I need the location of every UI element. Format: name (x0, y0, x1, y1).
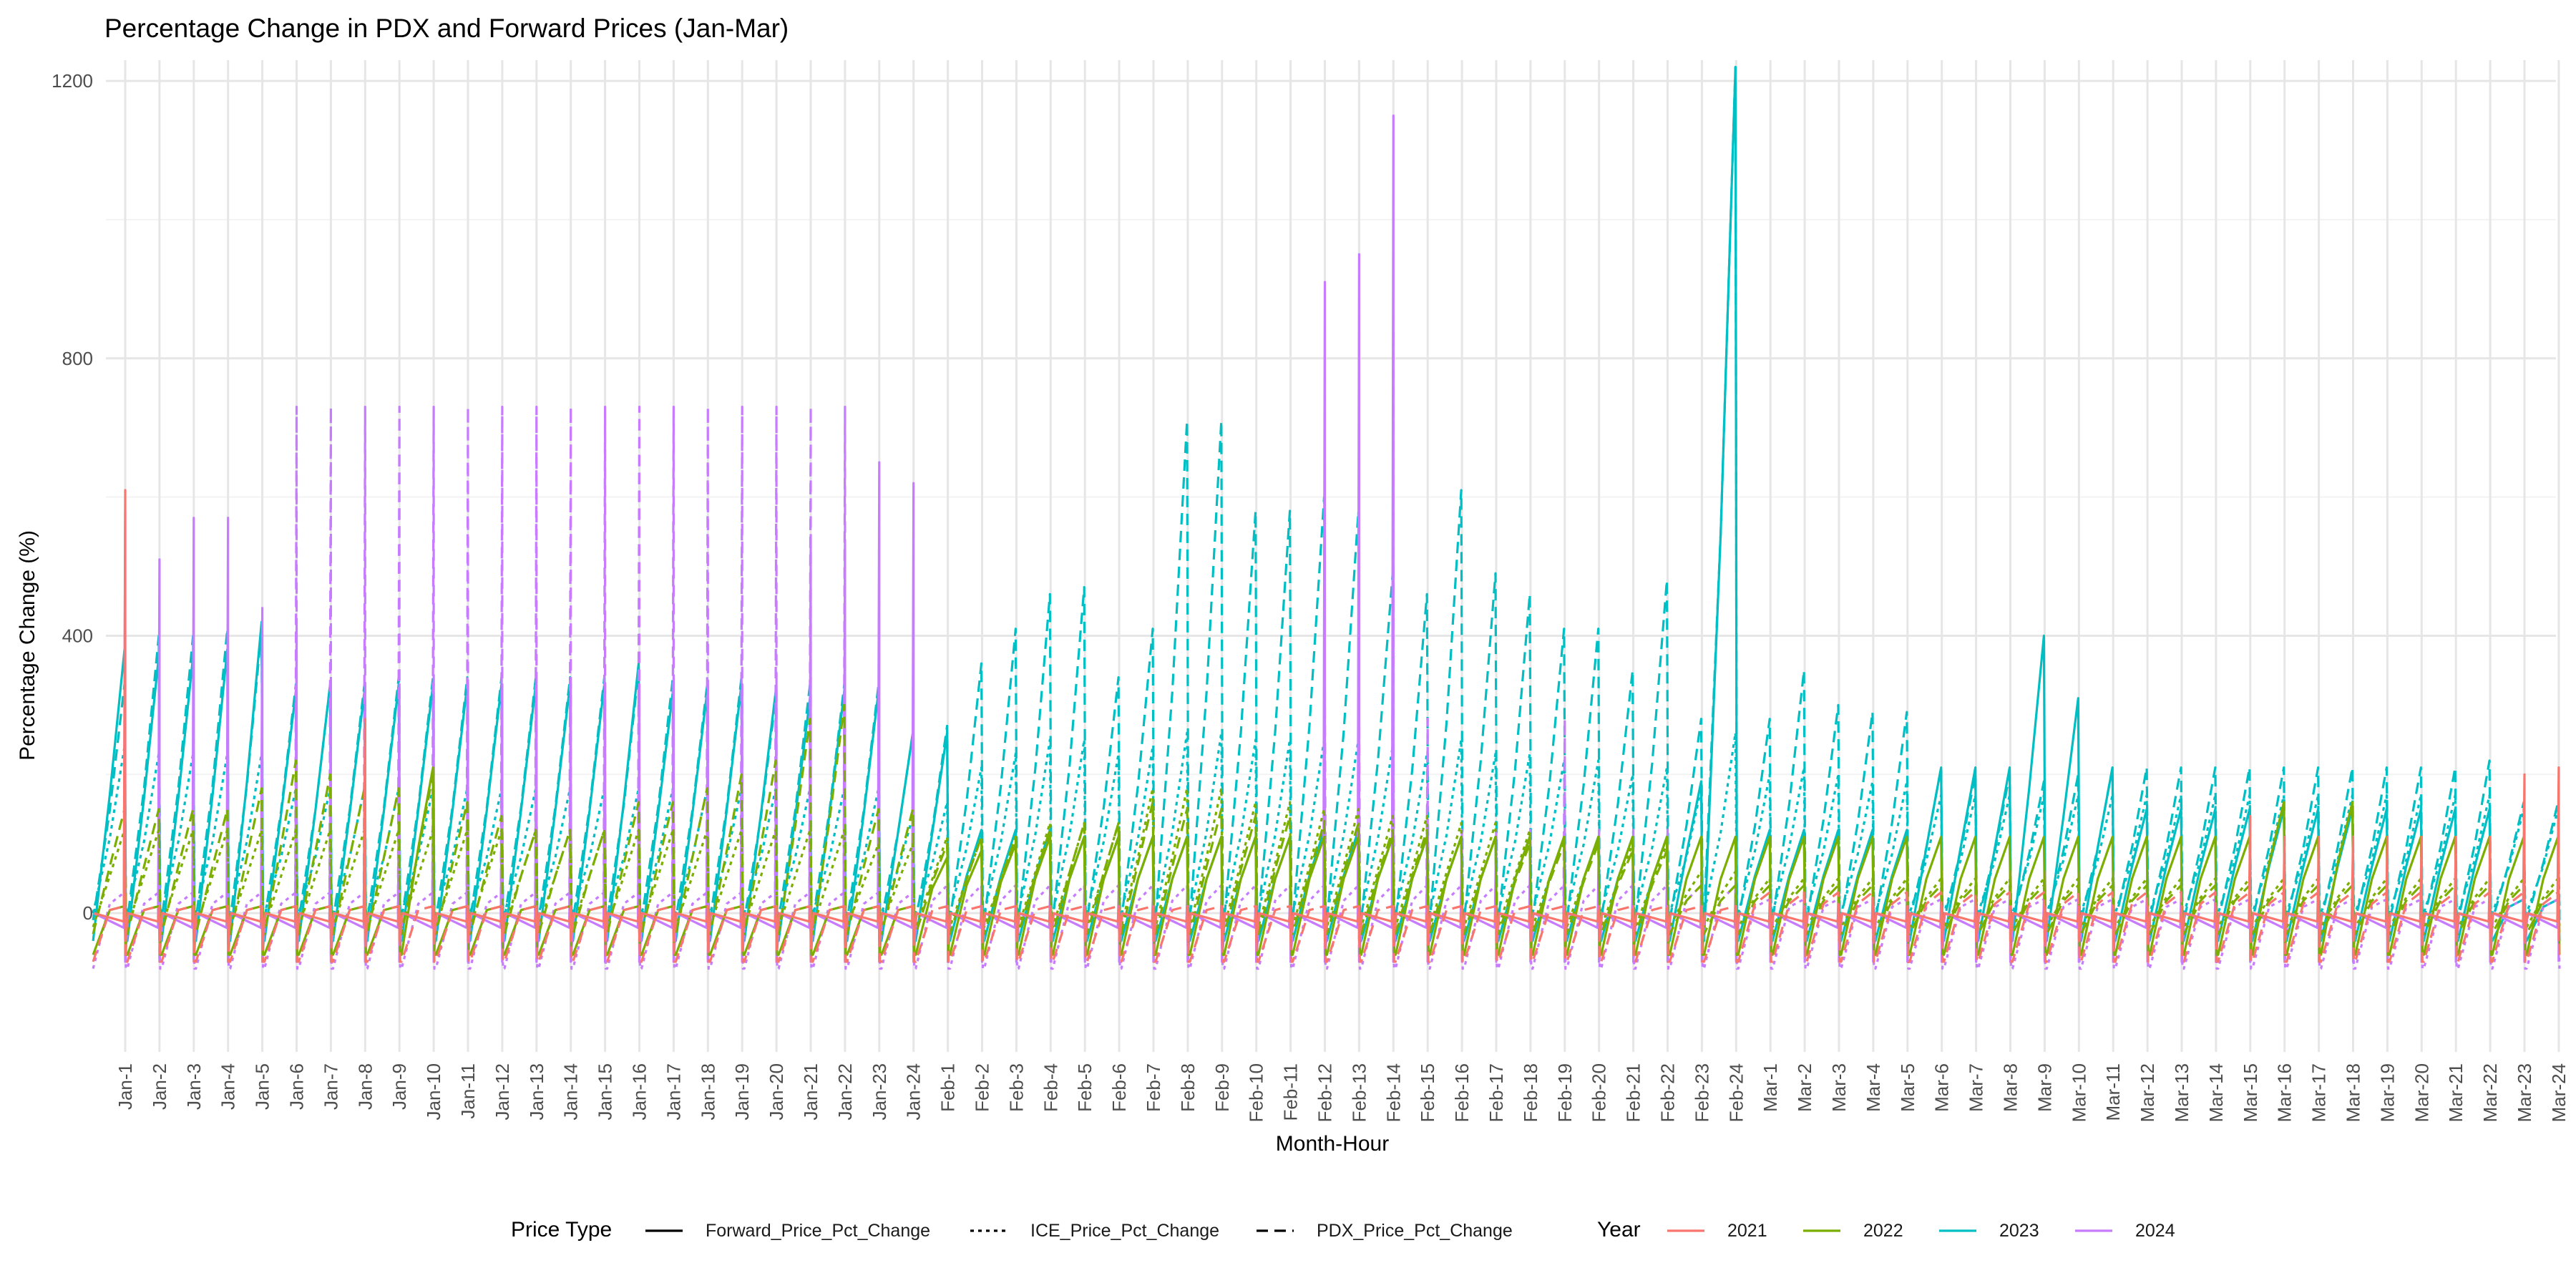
series-line-2024-ice-price-pct-change (92, 884, 2561, 970)
legend-year-label: 2023 (1999, 1221, 2039, 1241)
x-tick-label: Mar-24 (2548, 1063, 2570, 1122)
x-tick-label: Jan-6 (286, 1063, 308, 1110)
x-tick-label: Jan-4 (218, 1063, 239, 1110)
x-tick-label: Jan-8 (354, 1063, 376, 1110)
x-tick-label: Feb-18 (1520, 1063, 1541, 1122)
x-tick-label: Feb-4 (1040, 1063, 1061, 1112)
x-tick-label: Jan-22 (834, 1063, 856, 1121)
x-tick-label: Mar-3 (1828, 1063, 1850, 1112)
legend-price-type-title: Price Type (511, 1218, 612, 1241)
x-tick-label: Jan-3 (183, 1063, 205, 1110)
x-tick-label: Jan-2 (149, 1063, 170, 1110)
x-tick-label: Jan-16 (629, 1063, 650, 1121)
x-tick-label: Mar-5 (1897, 1063, 1918, 1112)
y-tick-label: 400 (62, 625, 93, 646)
x-tick-label: Feb-6 (1108, 1063, 1130, 1112)
y-tick-label: 1200 (52, 70, 93, 92)
chart-title: Percentage Change in PDX and Forward Pri… (104, 14, 789, 43)
legend-year-title: Year (1597, 1218, 1641, 1241)
x-tick-label: Jan-23 (869, 1063, 890, 1121)
x-tick-label: Mar-1 (1760, 1063, 1781, 1112)
x-tick-label: Jan-17 (663, 1063, 684, 1121)
x-tick-label: Jan-12 (492, 1063, 513, 1121)
legend-price-type-label: Forward_Price_Pct_Change (706, 1221, 930, 1241)
series-line-2021-pdx-price-pct-change (92, 891, 2561, 963)
x-tick-label: Jan-21 (800, 1063, 821, 1121)
x-tick-label: Mar-9 (2034, 1063, 2055, 1112)
x-tick-label: Mar-10 (2068, 1063, 2089, 1122)
x-tick-label: Jan-15 (595, 1063, 616, 1121)
legend-price-type-label: PDX_Price_Pct_Change (1317, 1221, 1513, 1241)
x-tick-label: Feb-15 (1417, 1063, 1438, 1122)
x-tick-label: Jan-7 (320, 1063, 341, 1110)
x-tick-label: Feb-14 (1382, 1063, 1404, 1122)
x-tick-label: Mar-2 (1794, 1063, 1815, 1112)
x-tick-label: Feb-2 (972, 1063, 993, 1112)
x-tick-label: Jan-5 (252, 1063, 273, 1110)
x-tick-label: Jan-18 (697, 1063, 718, 1121)
x-tick-label: Mar-6 (1931, 1063, 1953, 1112)
x-tick-label: Feb-17 (1485, 1063, 1507, 1122)
x-tick-label: Jan-19 (731, 1063, 753, 1121)
x-tick-label: Mar-21 (2445, 1063, 2467, 1122)
legend-price-type: Price Type Forward_Price_Pct_Change ICE_P… (511, 1218, 1513, 1241)
x-tick-label: Mar-23 (2514, 1063, 2535, 1122)
x-tick-label: Feb-3 (1005, 1063, 1027, 1112)
x-tick-labels: Jan-1 Jan-2 Jan-3 Jan-4 Jan-5 Jan-6 Jan-7 Jan-8… (114, 1063, 2570, 1122)
x-tick-label: Feb-9 (1211, 1063, 1233, 1112)
x-tick-label: Jan-14 (560, 1063, 582, 1121)
legend-year: Year 2021 2022 2023 2024 (1597, 1218, 2175, 1241)
x-tick-label: Mar-16 (2274, 1063, 2296, 1122)
x-axis-title: Month-Hour (1276, 1132, 1389, 1156)
x-tick-label: Mar-12 (2137, 1063, 2158, 1122)
x-tick-label: Mar-17 (2308, 1063, 2330, 1122)
y-axis-title: Percentage Change (%) (16, 530, 39, 761)
x-tick-label: Mar-8 (2000, 1063, 2021, 1112)
x-tick-label: Feb-1 (937, 1063, 959, 1112)
series-layer (92, 66, 2561, 970)
x-tick-label: Feb-16 (1451, 1063, 1473, 1122)
x-tick-label: Feb-21 (1623, 1063, 1644, 1122)
x-tick-label: Feb-19 (1554, 1063, 1576, 1122)
x-tick-label: Jan-9 (389, 1063, 410, 1110)
x-tick-label: Jan-1 (114, 1063, 136, 1110)
x-tick-label: Mar-11 (2102, 1063, 2124, 1121)
x-tick-label: Feb-20 (1589, 1063, 1610, 1122)
x-tick-label: Mar-4 (1863, 1063, 1884, 1112)
x-tick-label: Feb-24 (1725, 1063, 1747, 1122)
y-tick-labels: 0 400 800 1200 (52, 70, 93, 924)
x-tick-label: Jan-10 (423, 1063, 444, 1121)
x-tick-label: Jan-24 (903, 1063, 924, 1121)
x-tick-label: Feb-8 (1177, 1063, 1199, 1112)
x-tick-label: Feb-13 (1348, 1063, 1370, 1122)
x-tick-label: Mar-15 (2240, 1063, 2261, 1122)
x-tick-label: Mar-18 (2343, 1063, 2364, 1122)
legend-year-label: 2021 (1727, 1221, 1767, 1241)
legend-year-label: 2024 (2135, 1221, 2175, 1241)
y-tick-label: 0 (83, 902, 93, 924)
x-tick-label: Mar-19 (2376, 1063, 2398, 1122)
x-tick-label: Mar-13 (2171, 1063, 2192, 1122)
x-tick-label: Jan-11 (457, 1063, 479, 1119)
x-tick-label: Feb-5 (1074, 1063, 1096, 1112)
x-tick-label: Feb-22 (1657, 1063, 1679, 1122)
y-tick-label: 800 (62, 348, 93, 369)
legend-year-label: 2022 (1863, 1221, 1903, 1241)
x-tick-label: Mar-22 (2479, 1063, 2501, 1122)
x-tick-label: Feb-12 (1314, 1063, 1336, 1122)
x-tick-label: Feb-7 (1143, 1063, 1164, 1112)
x-tick-label: Mar-14 (2205, 1063, 2227, 1122)
x-tick-label: Mar-7 (1966, 1063, 1987, 1112)
x-tick-label: Mar-20 (2411, 1063, 2432, 1122)
x-tick-label: Jan-13 (526, 1063, 547, 1121)
legend-price-type-label: ICE_Price_Pct_Change (1030, 1221, 1219, 1241)
x-tick-label: Feb-10 (1246, 1063, 1267, 1122)
x-tick-label: Feb-23 (1691, 1063, 1712, 1122)
x-tick-label: Feb-11 (1280, 1063, 1302, 1121)
x-tick-label: Jan-20 (766, 1063, 787, 1121)
